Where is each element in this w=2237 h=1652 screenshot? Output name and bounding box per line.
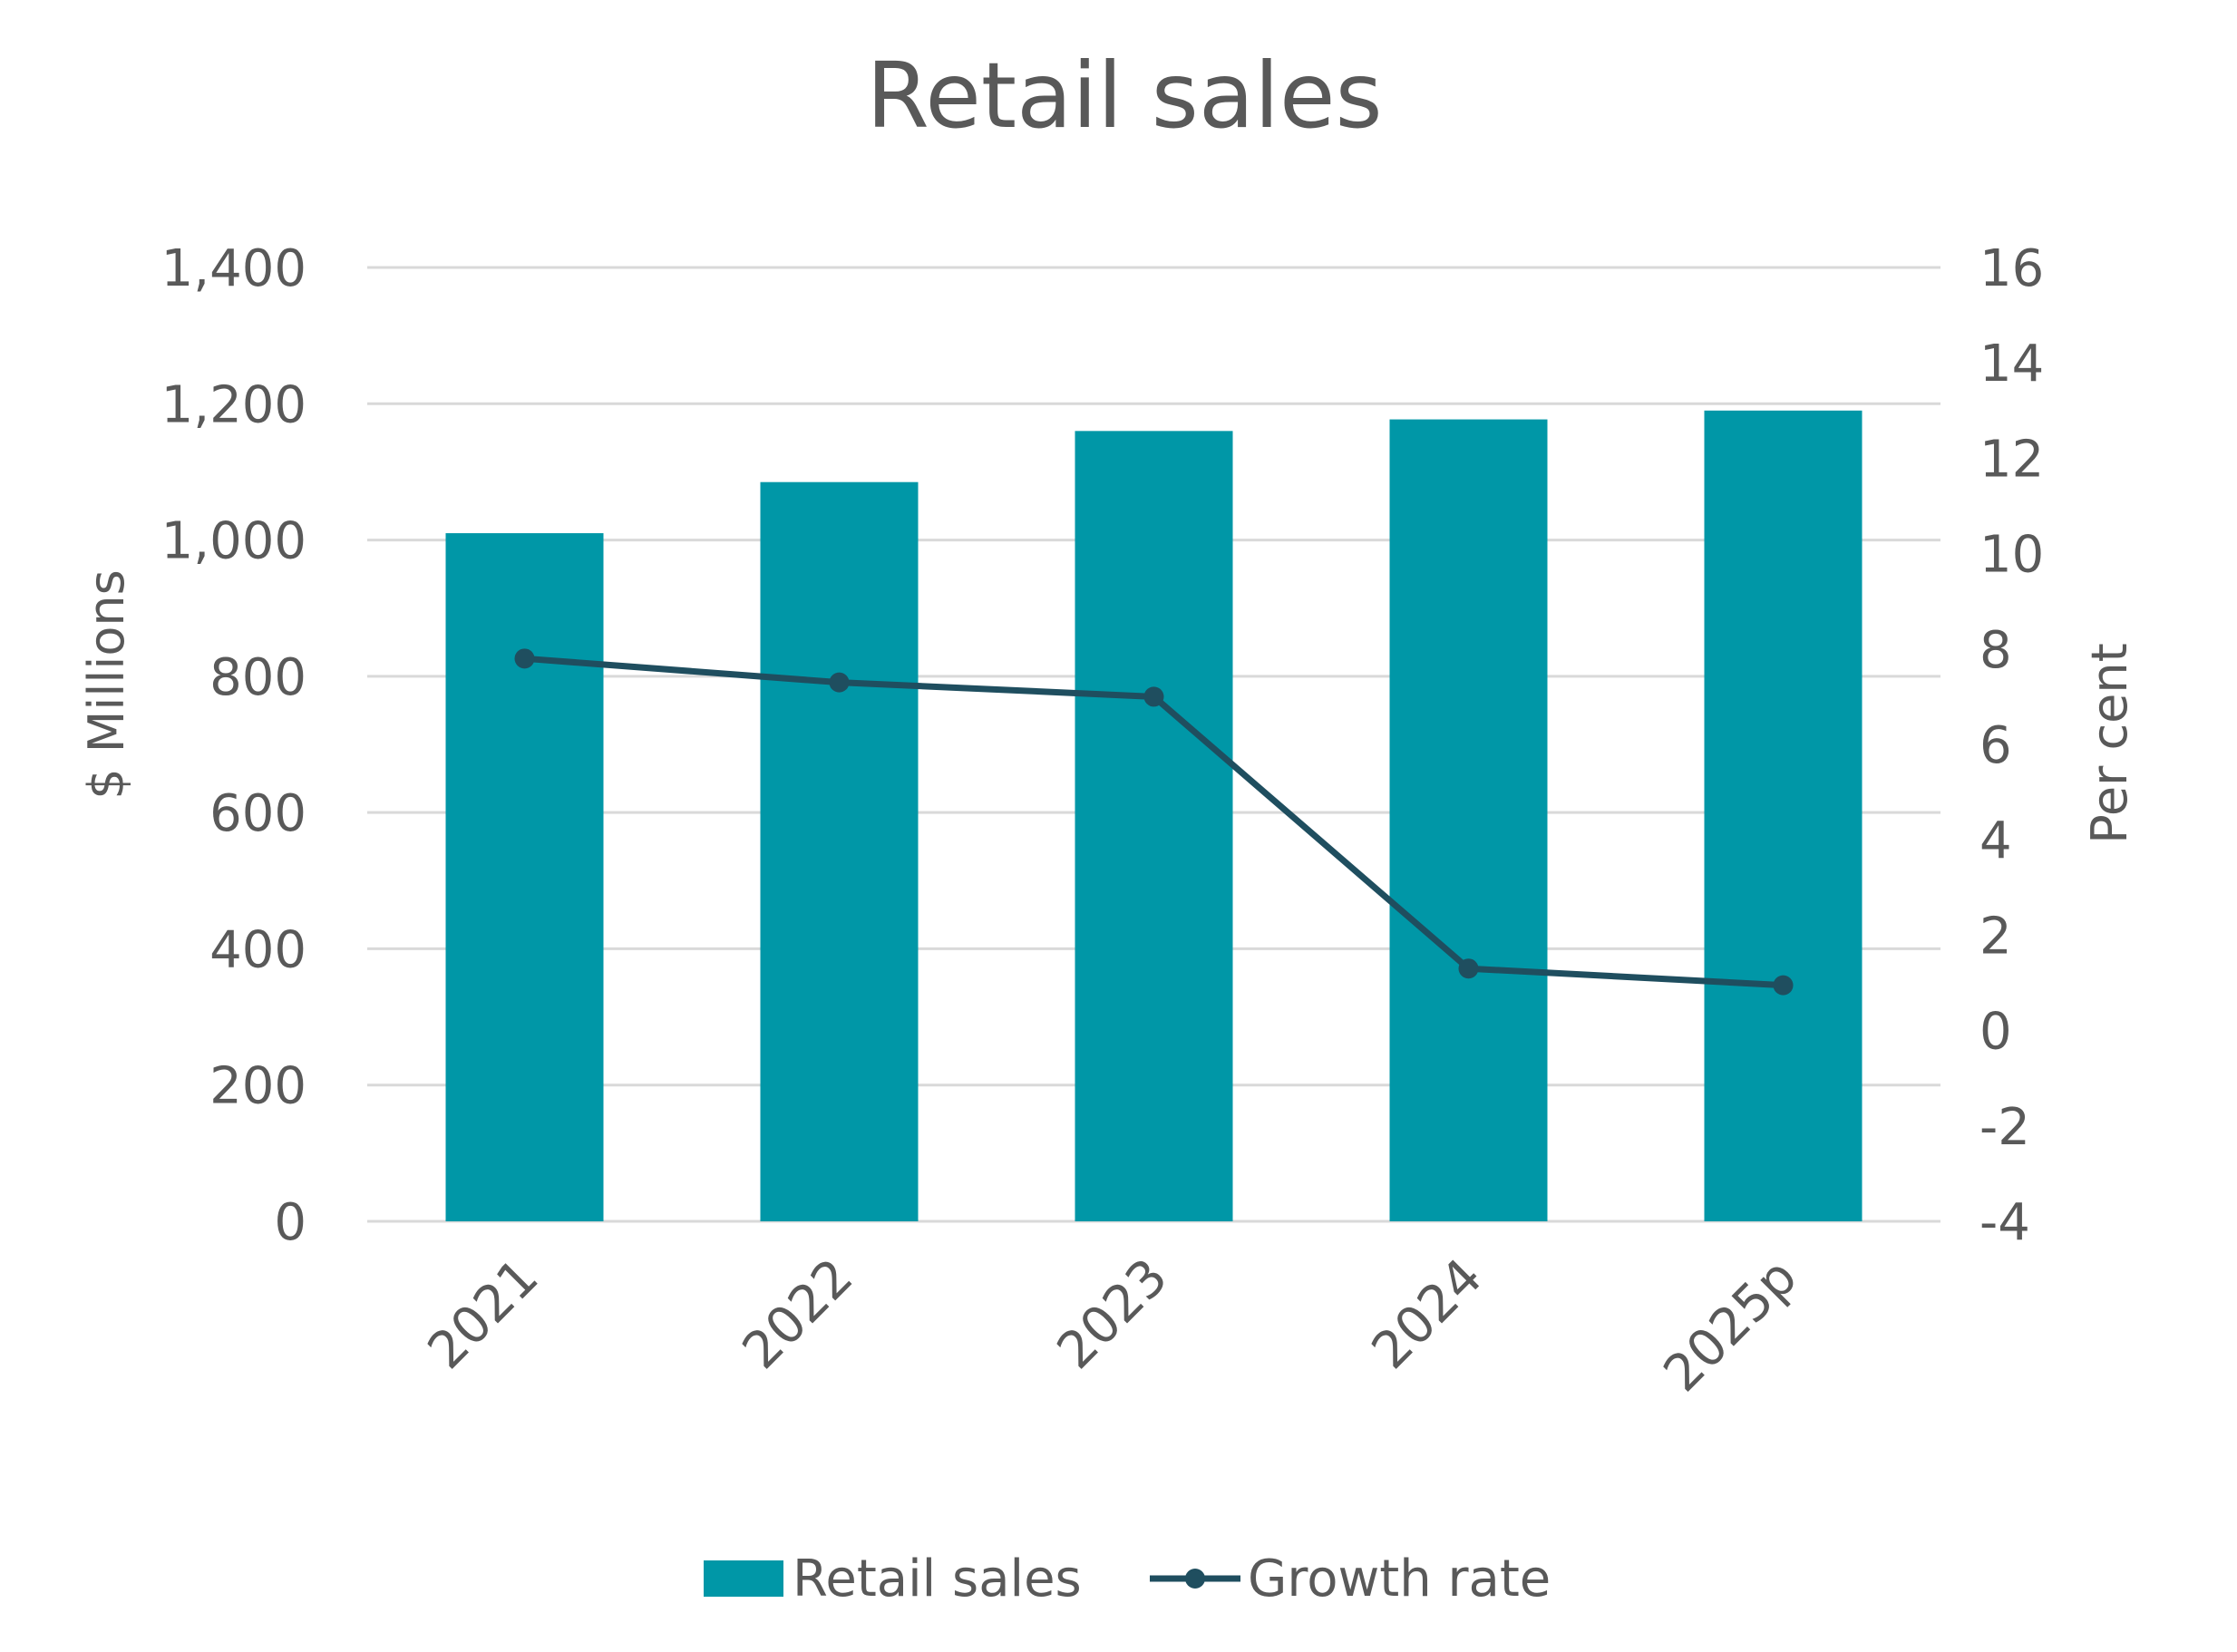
right-tick-label-5: 6	[1979, 716, 2012, 775]
growth-rate-point-2025p	[1773, 975, 1794, 996]
right-tick-label-10: 16	[1979, 239, 2044, 298]
right-tick-label-3: 2	[1979, 907, 2012, 966]
bars	[445, 410, 1863, 1221]
right-tick-label-7: 10	[1979, 526, 2044, 585]
growth-line	[514, 648, 1794, 996]
growth-rate-point-2023	[1143, 686, 1164, 707]
left-tick-label-3: 600	[209, 784, 306, 843]
right-axis-title: Per cent	[2081, 643, 2138, 844]
legend-label-retail-sales: Retail sales	[793, 1550, 1082, 1608]
left-tick-label-0: 0	[274, 1193, 306, 1252]
x-tick-label-2025p: 2025p	[1653, 1248, 1809, 1404]
right-tick-label-9: 14	[1979, 335, 2044, 394]
right-tick-label-1: -2	[1979, 1098, 2030, 1157]
bar-2023	[1075, 431, 1233, 1221]
right-tick-label-8: 12	[1979, 430, 2044, 489]
legend-label-growth-rate: Growth rate	[1248, 1550, 1551, 1608]
left-axis-title: $ Millions	[78, 569, 135, 800]
legend-swatch-growth-rate-marker	[1185, 1569, 1205, 1589]
right-tick-label-2: 0	[1979, 1003, 2012, 1062]
left-tick-label-6: 1,200	[161, 375, 306, 434]
left-tick-label-5: 1,000	[161, 512, 306, 571]
x-tick-label-2021: 2021	[417, 1248, 550, 1381]
x-axis-ticks: 2021 2022 2023 2024 2025p	[417, 1248, 1809, 1404]
right-axis-ticks: -4 -2 0 2 4 6 8 10 12 14 16	[1979, 239, 2044, 1252]
left-tick-label-1: 200	[209, 1057, 306, 1116]
left-axis-ticks: 0 200 400 600 800 1,000 1,200 1,400	[161, 239, 306, 1252]
chart-title: Retail sales	[866, 43, 1382, 149]
legend: Retail sales Growth rate	[704, 1550, 1551, 1608]
bar-2021	[445, 533, 604, 1221]
x-tick-label-2023: 2023	[1046, 1248, 1180, 1381]
right-tick-label-0: -4	[1979, 1193, 2030, 1252]
growth-rate-point-2022	[829, 672, 850, 693]
left-tick-label-4: 800	[209, 648, 306, 707]
bar-2024	[1389, 419, 1548, 1221]
growth-rate-point-2021	[514, 648, 535, 669]
x-tick-label-2024: 2024	[1361, 1248, 1494, 1381]
bar-2022	[760, 481, 919, 1221]
right-tick-label-6: 8	[1979, 621, 2012, 680]
x-tick-label-2022: 2022	[732, 1248, 865, 1381]
left-tick-label-7: 1,400	[161, 239, 306, 298]
bar-2025p	[1704, 410, 1863, 1221]
growth-rate-point-2024	[1458, 958, 1479, 979]
legend-swatch-retail-sales	[704, 1560, 783, 1597]
right-tick-label-4: 4	[1979, 811, 2012, 870]
left-tick-label-2: 400	[209, 920, 306, 979]
